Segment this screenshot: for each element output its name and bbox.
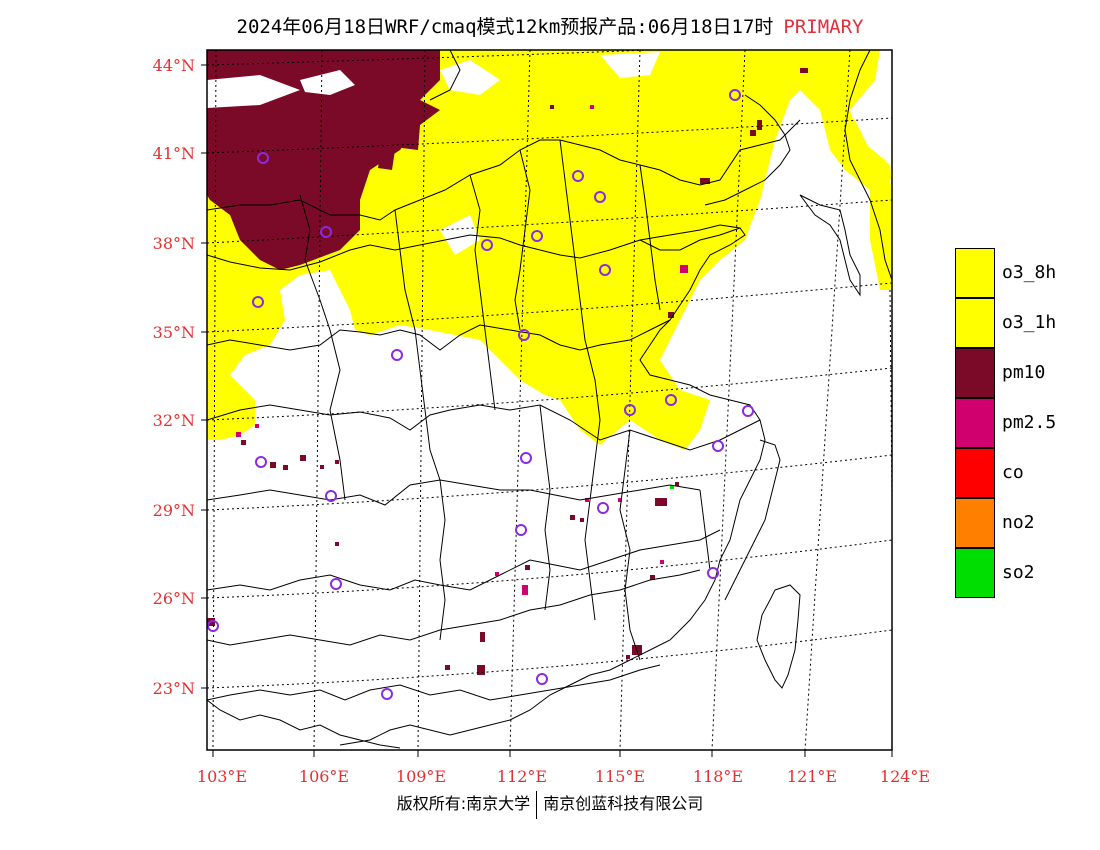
lat-label-35: 35°N <box>153 323 195 342</box>
latitude-axis: 44°N 41°N 38°N 35°N 32°N 29°N 26°N 23°N <box>153 56 207 698</box>
graticule <box>207 50 892 750</box>
title-text: 2024年06月18日WRF/cmaq模式12km预报产品:06月18日17时 <box>236 16 774 38</box>
lat-label-44: 44°N <box>153 56 195 75</box>
lat-label-32: 32°N <box>153 411 195 430</box>
legend-label: co <box>1002 462 1024 483</box>
lon-label-121: 121°E <box>787 767 837 786</box>
lon-label-103: 103°E <box>197 767 247 786</box>
legend-label: o3_1h <box>1002 312 1057 333</box>
copyright-left: 版权所有:南京大学 <box>396 794 531 813</box>
city-stations <box>207 89 754 700</box>
legend-swatch <box>955 248 995 298</box>
legend-swatch <box>955 398 995 448</box>
map-title: 2024年06月18日WRF/cmaq模式12km预报产品:06月18日17时 P… <box>0 12 1100 39</box>
lat-label-38: 38°N <box>153 234 195 253</box>
lat-label-41: 41°N <box>153 144 195 163</box>
lon-label-118: 118°E <box>693 767 743 786</box>
legend-swatch <box>955 498 995 548</box>
legend-label: so2 <box>1002 562 1035 583</box>
lon-label-109: 109°E <box>396 767 446 786</box>
lat-label-23: 23°N <box>153 679 195 698</box>
lat-label-29: 29°N <box>153 501 195 520</box>
legend-label: no2 <box>1002 512 1035 533</box>
lon-label-115: 115°E <box>595 767 645 786</box>
lon-label-112: 112°E <box>497 767 547 786</box>
map-content <box>207 50 892 750</box>
longitude-axis: 103°E 106°E 109°E 112°E 115°E 118°E 121°… <box>197 750 930 786</box>
copyright-divider <box>536 790 538 819</box>
lat-label-26: 26°N <box>153 589 195 608</box>
pm10-region <box>207 50 440 270</box>
lon-label-124: 124°E <box>880 767 930 786</box>
copyright-right: 南京创蓝科技有限公司 <box>543 794 704 813</box>
boundaries <box>207 50 892 749</box>
legend-label: pm10 <box>1002 362 1046 383</box>
copyright: 版权所有:南京大学 南京创蓝科技有限公司 <box>0 790 1100 819</box>
lon-label-106: 106°E <box>299 767 349 786</box>
legend-label: pm2.5 <box>1002 412 1057 433</box>
legend-swatch <box>955 448 995 498</box>
legend-swatch <box>955 298 995 348</box>
mode-label: PRIMARY <box>783 16 864 38</box>
legend-label: o3_8h <box>1002 262 1057 283</box>
legend-swatch <box>955 348 995 398</box>
map-frame <box>206 49 893 751</box>
legend-swatch <box>955 548 995 598</box>
